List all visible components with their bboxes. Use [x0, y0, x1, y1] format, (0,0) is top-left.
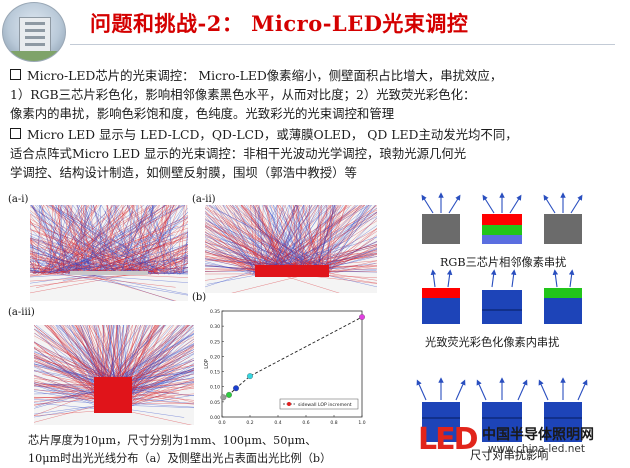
light-arrow	[423, 197, 433, 213]
pixel-red-layer	[482, 214, 522, 225]
chip-10um	[94, 377, 132, 413]
y-tick-label: 0.10	[210, 385, 220, 391]
y-tick-label: 0.05	[210, 400, 220, 406]
caption-line-1: 芯片厚度为10μm，尺寸分别为1mm、100μm、50μm、	[28, 432, 388, 450]
watermark-brand: LED 中国半导体照明网 www.china-led.net	[418, 421, 628, 461]
light-arrow	[512, 272, 514, 287]
y-tick-label: 0.15	[210, 370, 220, 376]
light-arrow	[433, 272, 435, 287]
pixel-blue-right	[544, 298, 582, 324]
x-tick-label: 0.6	[302, 420, 309, 426]
y-tick-label: 0.20	[210, 354, 220, 360]
slide-title: 问题和挑战-2： Micro-LED光束调控	[90, 8, 610, 42]
panel-label-b: (b)	[192, 292, 206, 303]
bullet-1-line-2: 1）RGB三芯片彩色化，影响相邻像素黑色水平，从而对比度；2）光致荧光彩色化：	[10, 85, 622, 104]
bullet-2-line-3: 学调控、结构设计制造，如侧壁反射膜，围坝（郭浩中教授）等	[10, 163, 622, 182]
panel-label-a-i: (a-i)	[8, 194, 28, 205]
light-arrow	[540, 382, 548, 400]
checkbox-bullet-icon	[10, 128, 21, 139]
light-arrow	[456, 382, 464, 400]
chart-legend: sidewall LOP increment	[280, 399, 358, 409]
university-logo	[2, 2, 66, 62]
pixel-green-layer	[482, 225, 522, 235]
data-point	[247, 373, 253, 379]
light-arrow	[478, 382, 486, 400]
x-tick-label: 0.2	[246, 420, 253, 426]
data-point	[221, 395, 227, 401]
checkbox-bullet-icon	[10, 69, 21, 80]
light-arrow	[449, 197, 459, 213]
chip-100um	[255, 265, 329, 277]
light-arrow	[448, 272, 450, 287]
figure-caption: 芯片厚度为10μm，尺寸分别为1mm、100μm、50μm、 10μm时出光光线…	[28, 432, 388, 468]
x-tick-label: 0.8	[330, 420, 337, 426]
y-tick-label: 0.25	[210, 339, 220, 345]
y-tick-label: 0.30	[210, 324, 220, 330]
bullet-2-line-1: Micro LED 显示与 LED-LCD，QD-LCD，或薄膜OLED， QD…	[27, 127, 518, 142]
light-arrow	[518, 382, 526, 400]
pixel-blue-mid	[482, 290, 522, 324]
light-arrow	[492, 272, 494, 287]
ray-trace-1mm-image	[30, 205, 188, 301]
bullet-1-line-1: Micro-LED芯片的光束调控： Micro-LED像素缩小，侧壁面积占比增大…	[27, 68, 502, 83]
pixel-gray-right	[544, 214, 582, 244]
ray-trace-100um-image	[205, 205, 377, 293]
pixel-blue-layer	[482, 235, 522, 244]
panel-label-a-ii: (a-ii)	[192, 194, 216, 205]
data-point	[359, 314, 365, 320]
panel-label-a-iii: (a-iii)	[8, 307, 35, 318]
building-icon	[19, 17, 51, 53]
x-tick-label: 0.0	[218, 420, 225, 426]
x-tick-label: 0.4	[274, 420, 281, 426]
bullet-2: Micro LED 显示与 LED-LCD，QD-LCD，或薄膜OLED， QD…	[10, 125, 622, 183]
bullet-2-line-2: 适合点阵式Micro LED 显示的光束调控：非相干光波动光学调控，琅勃光源几何…	[10, 144, 622, 163]
light-arrow	[571, 197, 581, 213]
rgb-crosstalk-label: RGB三芯片相邻像素串扰	[440, 254, 566, 270]
phosphor-crosstalk-label: 光致荧光彩色化像素内串扰	[425, 334, 559, 350]
light-arrow	[418, 382, 426, 400]
phosphor-red	[422, 288, 460, 298]
light-arrow	[578, 382, 586, 400]
led-logo: LED	[418, 423, 478, 457]
watermark-brand-name: 中国半导体照明网	[482, 424, 594, 444]
phosphor-green	[544, 288, 582, 298]
light-arrow	[484, 197, 494, 213]
light-arrow	[510, 197, 520, 213]
watermark-url: www.china-led.net	[488, 443, 585, 455]
data-point	[233, 385, 239, 391]
caption-line-2: 10μm时出光光线分布（a）及侧壁出光占表面出光比例（b）	[28, 450, 388, 468]
bullet-1: Micro-LED芯片的光束调控： Micro-LED像素缩小，侧壁面积占比增大…	[10, 66, 622, 124]
title-divider	[70, 44, 615, 45]
data-point	[226, 392, 232, 398]
y-axis-label: LOP	[204, 359, 210, 369]
bullet-1-line-3: 像素内的串扰，影响色彩饱和度，色纯度。光致彩光的光束调控和管理	[10, 104, 622, 123]
x-tick-label: 1.0	[358, 420, 365, 426]
chip-1mm	[70, 271, 148, 275]
pixel-gray-left	[422, 214, 460, 244]
pixel-blue-left	[422, 298, 460, 324]
light-arrow	[545, 197, 555, 213]
y-tick-label: 0.35	[210, 309, 220, 315]
light-arrow	[555, 272, 557, 287]
light-arrow	[570, 272, 572, 287]
ray-trace-10um-image	[34, 325, 194, 425]
legend-label: sidewall LOP increment	[298, 402, 352, 408]
